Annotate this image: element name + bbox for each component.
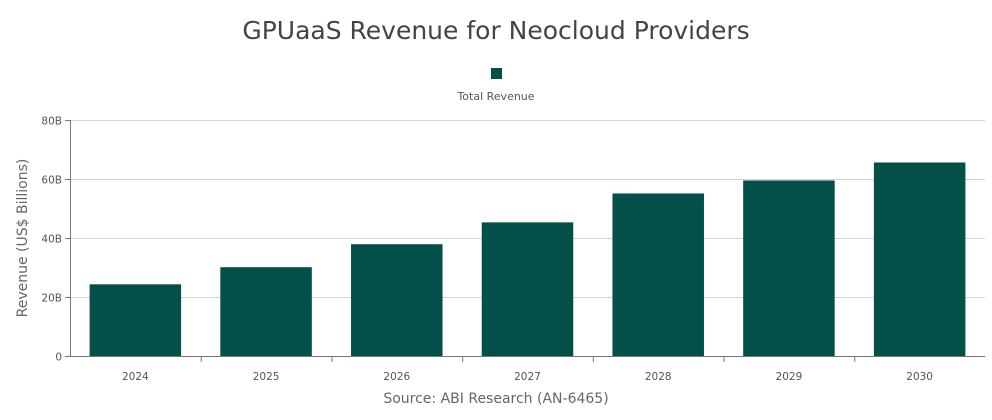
bar-2027 <box>481 222 574 356</box>
bar-2030 <box>873 162 966 356</box>
bar-2026 <box>351 244 443 356</box>
bar-2029 <box>743 180 835 356</box>
x-tick-label: 2030 <box>906 371 933 383</box>
x-axis-label: Source: ABI Research (AN-6465) <box>383 391 609 407</box>
x-tick-label: 2029 <box>776 371 803 383</box>
bar-2025 <box>220 267 312 356</box>
legend-swatch <box>490 68 502 79</box>
y-tick-label: 60B <box>41 175 62 187</box>
legend-label: Total Revenue <box>457 90 535 103</box>
y-axis-label: Revenue (US$ Billions) <box>15 159 31 318</box>
x-tick-label: 2025 <box>253 371 280 383</box>
y-tick-label: 20B <box>41 293 62 305</box>
x-tick-label: 2024 <box>122 371 149 383</box>
y-tick-label: 40B <box>41 234 62 246</box>
bar-2028 <box>612 193 704 356</box>
legend[interactable]: Total Revenue <box>0 68 992 104</box>
y-tick-label: 0 <box>55 352 62 364</box>
x-tick-label: 2028 <box>645 371 672 383</box>
x-tick-label: 2027 <box>514 371 541 383</box>
bar-2024 <box>89 284 182 356</box>
chart-title: GPUaaS Revenue for Neocloud Providers <box>242 16 750 45</box>
x-tick-label: 2026 <box>383 371 410 383</box>
y-tick-label: 80B <box>41 116 62 128</box>
